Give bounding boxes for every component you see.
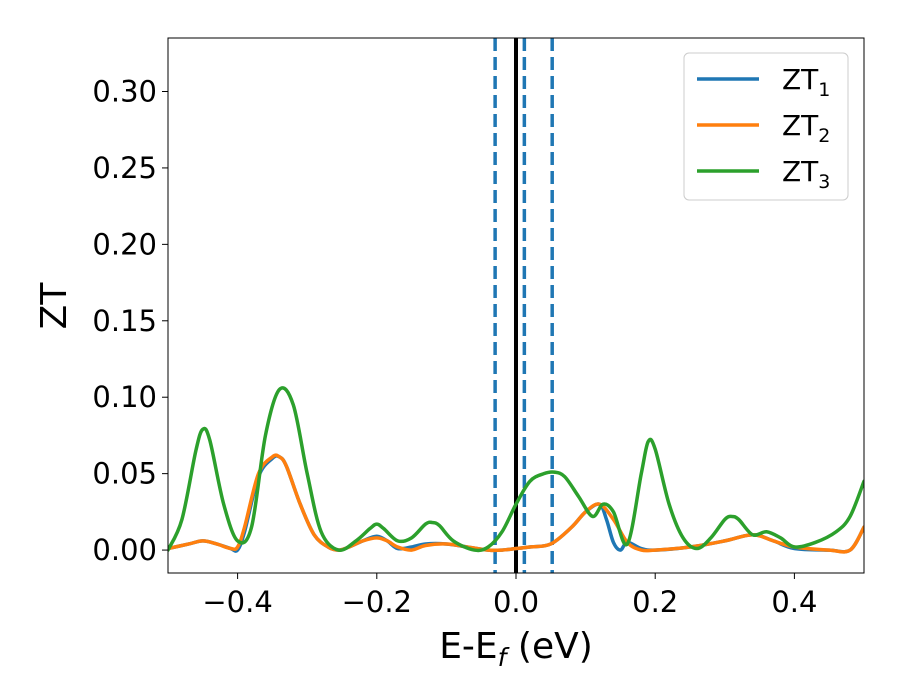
y-axis-label: ZT [34,282,75,330]
x-tick-label: −0.2 [342,585,412,619]
legend-label-sub: 1 [818,79,830,101]
reference-lines [493,38,554,573]
x-tick-label: 0.4 [771,585,817,619]
legend-label-sub: 3 [818,171,830,193]
x-axis-ticks: −0.4 −0.2 0.0 0.2 0.4 [202,573,817,619]
y-tick-label: 0.20 [92,227,157,261]
y-tick-label: 0.05 [92,457,157,491]
legend-label-main: ZT [782,109,819,142]
y-tick-label: 0.30 [92,75,157,109]
y-tick-label: 0.10 [92,380,157,414]
x-tick-label: 0.0 [493,585,539,619]
legend-label-zt3: ZT3 [782,155,830,193]
series-lines [168,386,864,554]
x-axis-label-main: E-E [439,626,497,667]
legend-box [683,52,849,201]
x-tick-label: 0.2 [632,585,678,619]
y-tick-label: 0.15 [92,304,157,338]
x-axis-label: E-Ef (eV) [439,626,593,672]
series-line-zt3 [168,386,864,553]
legend-label-zt2: ZT2 [782,109,830,147]
legend-label-sub: 2 [818,125,830,147]
y-tick-label: 0.25 [92,151,157,185]
y-tick-label: 0.00 [92,533,157,567]
y-axis-ticks: 0.00 0.05 0.10 0.15 0.20 0.25 0.30 [92,75,168,567]
legend-label-zt1: ZT1 [782,63,830,101]
x-axis-label-tail: (eV) [506,626,592,667]
x-tick-label: −0.4 [202,585,272,619]
legend-label-main: ZT [782,63,819,96]
legend-label-main: ZT [782,155,819,188]
